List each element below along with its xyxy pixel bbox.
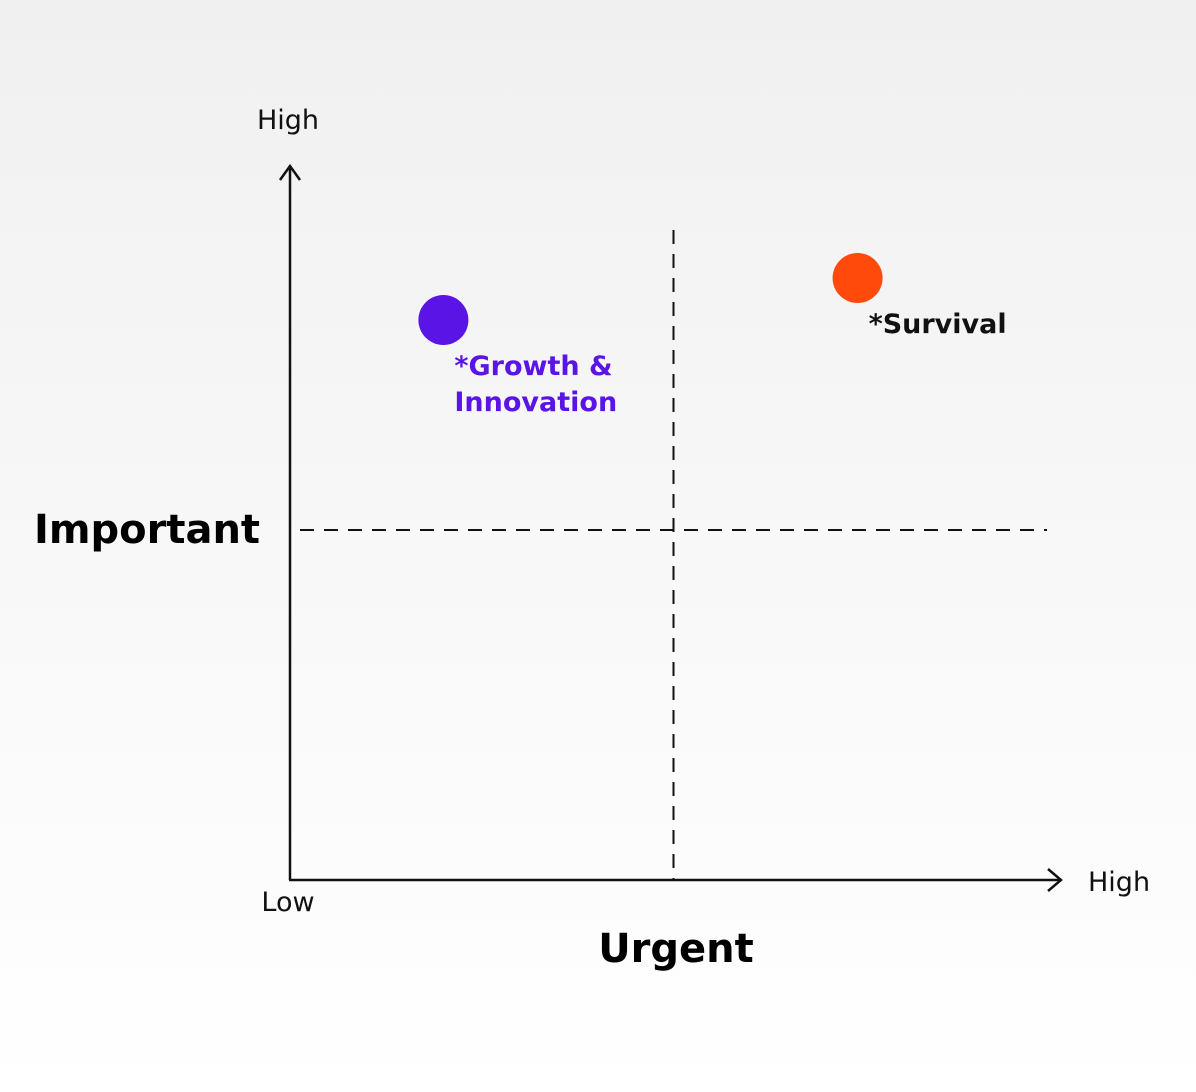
data-points: *Growth & Innovation *Survival	[418, 253, 1007, 418]
y-axis-arrow-icon	[278, 163, 302, 181]
data-point-label-0: *Growth & Innovation	[454, 351, 617, 418]
x-axis-title: Urgent	[598, 926, 754, 972]
data-point-label-line: Innovation	[454, 387, 617, 418]
y-axis-title: Important	[34, 507, 260, 553]
data-point-1	[832, 253, 883, 303]
data-point-0	[418, 295, 469, 345]
x-axis-arrow-icon	[1047, 868, 1063, 892]
x-axis-low-label: Low	[261, 887, 314, 918]
data-point-label-line: *Growth &	[454, 351, 612, 382]
data-point-label-line: *Survival	[869, 309, 1007, 340]
y-axis-high-label: High	[257, 105, 319, 136]
x-axis-high-label: High	[1088, 867, 1150, 898]
data-point-label-1: *Survival	[869, 309, 1007, 340]
